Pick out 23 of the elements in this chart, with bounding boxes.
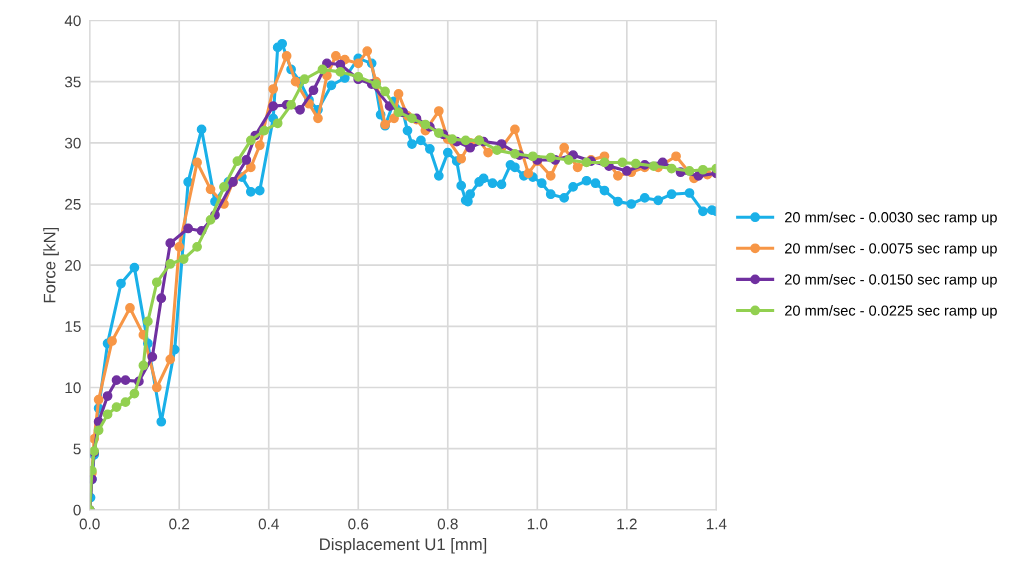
x-tick-label: 0.4 bbox=[258, 518, 279, 530]
x-tick-label: 0.8 bbox=[437, 518, 458, 530]
x-tick-label: 0.6 bbox=[348, 518, 369, 530]
legend-label: 20 mm/sec - 0.0150 sec ramp up bbox=[785, 273, 997, 288]
y-axis-title: Force [kN] bbox=[43, 227, 59, 303]
y-tick-label: 0 bbox=[73, 504, 81, 516]
y-tick-label: 20 bbox=[65, 260, 81, 271]
y-tick-label: 40 bbox=[64, 15, 81, 27]
x-tick-label: 1.0 bbox=[527, 518, 548, 530]
legend-label: 20 mm/sec - 0.0030 sec ramp up bbox=[785, 211, 997, 226]
x-tick-label: 1.2 bbox=[617, 518, 637, 530]
x-tick-label: 0.0 bbox=[79, 518, 100, 530]
x-tick-label: 0.2 bbox=[169, 518, 190, 530]
legend-label: 20 mm/sec - 0.0225 sec ramp up bbox=[785, 305, 997, 319]
x-tick-label: 1.4 bbox=[706, 518, 727, 530]
y-tick-label: 30 bbox=[64, 137, 81, 149]
y-tick-label: 35 bbox=[64, 76, 81, 88]
y-tick-label: 15 bbox=[65, 321, 81, 333]
y-tick-label: 25 bbox=[65, 198, 81, 210]
legend-label: 20 mm/sec - 0.0075 sec ramp up bbox=[785, 242, 997, 257]
y-tick-label: 5 bbox=[73, 443, 81, 455]
y-tick-label: 10 bbox=[65, 382, 81, 394]
x-axis-title: Displacement U1 [mm] bbox=[320, 537, 487, 554]
